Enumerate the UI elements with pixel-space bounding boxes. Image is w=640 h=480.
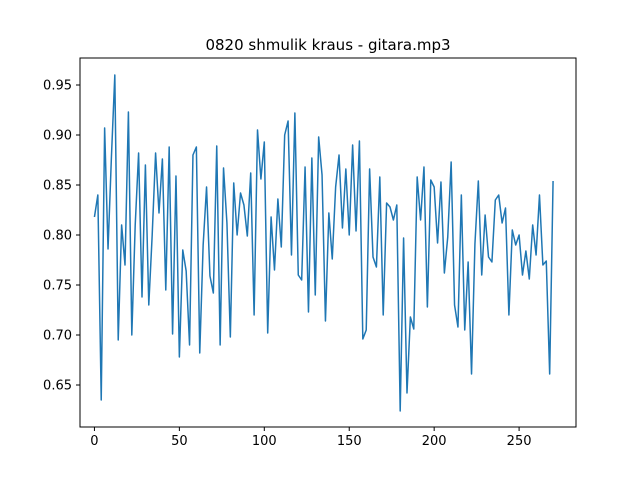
series-line-0 — [93, 74, 554, 412]
x-tick-label: 100 — [252, 434, 277, 449]
y-axis: 0.65 0.70 0.75 0.80 0.85 0.90 0.95 — [43, 79, 80, 394]
y-tick-label: 0.80 — [43, 229, 72, 244]
y-tick-label: 0.70 — [43, 329, 72, 344]
y-tick-label: 0.90 — [43, 129, 72, 144]
plot-frame — [79, 57, 577, 428]
x-tick-label: 150 — [337, 434, 362, 449]
y-tick-label: 0.85 — [43, 179, 72, 194]
x-tick-label: 200 — [422, 434, 447, 449]
y-tick-label: 0.75 — [43, 279, 72, 294]
chart-title: 0820 shmulik kraus - gitara.mp3 — [205, 36, 450, 54]
x-tick-label: 50 — [171, 434, 188, 449]
x-tick-label: 250 — [507, 434, 532, 449]
x-tick-label: 0 — [90, 434, 98, 449]
x-axis: 0 50 100 150 200 250 — [90, 427, 532, 449]
y-tick-label: 0.65 — [43, 379, 72, 394]
y-tick-label: 0.95 — [43, 79, 72, 94]
plot-area — [93, 74, 554, 412]
